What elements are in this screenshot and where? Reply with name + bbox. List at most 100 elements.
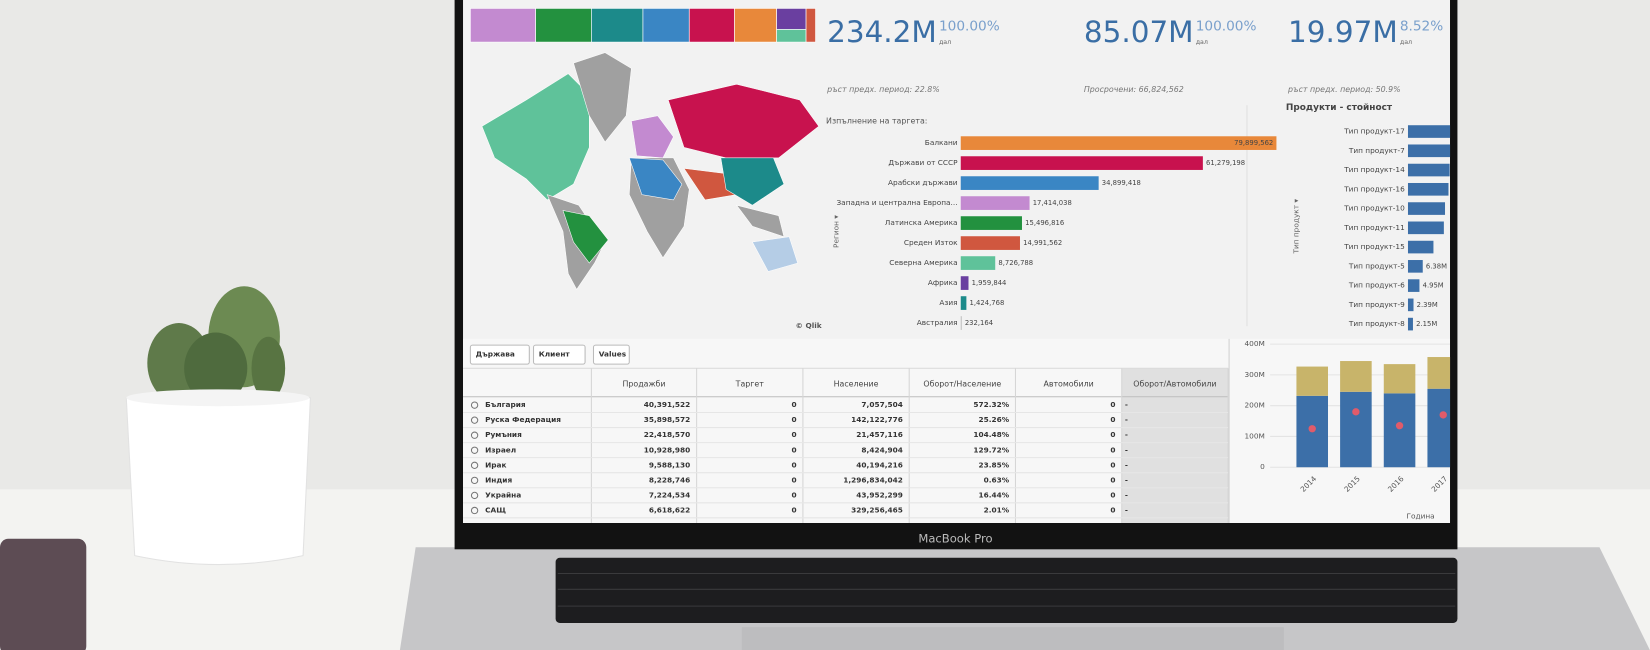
row-name: Украйна [485, 490, 521, 499]
row-name: България [485, 400, 526, 409]
expand-icon[interactable] [470, 491, 479, 500]
expand-icon[interactable] [470, 446, 479, 454]
bar-segment [1427, 357, 1451, 389]
category-label: Държави от СССР [888, 158, 958, 167]
bar [960, 236, 1020, 250]
kpi-value: 19.97M [1288, 15, 1398, 49]
pot [125, 397, 311, 566]
cell: - [1125, 400, 1128, 409]
value-label: 2.39M [1417, 301, 1438, 309]
kpi-note: ръст предх. период: 22.8% [826, 85, 940, 94]
cell: 0.63% [984, 475, 1010, 484]
cell: 25.26% [978, 415, 1009, 424]
filter-button[interactable] [469, 344, 530, 365]
row-name: Индия [485, 475, 512, 484]
cactus [147, 286, 286, 405]
cell: 8,228,746 [649, 475, 690, 484]
filter-button-label: Values [599, 350, 627, 359]
cell: 142,122,776 [851, 415, 903, 424]
kpi-value: 234.2M [827, 15, 937, 49]
filter-button[interactable] [532, 344, 586, 365]
bar-segment [1427, 388, 1451, 468]
axis-label: Регион ▾ [832, 215, 841, 248]
category-label: Тип продукт-11 [1343, 223, 1405, 232]
bar [1407, 125, 1451, 138]
cell: 0 [1110, 400, 1115, 409]
column-header: Продажби [622, 380, 665, 389]
cell: 22,418,570 [644, 430, 691, 439]
filter-button-label: Клиент [539, 350, 571, 359]
category-label: Азия [939, 298, 957, 307]
category-label: Северна Америка [889, 258, 957, 267]
bar-segment [1340, 391, 1372, 468]
y-tick-label: 0 [1260, 462, 1265, 471]
expand-icon[interactable] [470, 461, 479, 470]
row-name: Руска Федерация [485, 415, 561, 424]
category-label: Тип продукт-5 [1348, 261, 1405, 270]
pot-rim [126, 389, 310, 407]
tablet-edge [0, 538, 87, 650]
treemap [470, 8, 816, 43]
cell: 0 [1110, 415, 1115, 424]
filter-button[interactable] [592, 344, 630, 365]
point [1395, 421, 1404, 430]
column-header: Автомобили [1043, 380, 1093, 389]
bar [960, 276, 969, 290]
value-label: 34,899,418 [1102, 179, 1141, 187]
chart-title: Изпълнение на таргета: [826, 117, 927, 126]
cell: - [1125, 505, 1128, 514]
cell: 6,618,622 [649, 505, 690, 514]
world-map [481, 52, 820, 290]
bar [1407, 182, 1449, 196]
cell: - [1125, 490, 1128, 499]
category-label: Арабски държави [888, 178, 958, 187]
expand-icon[interactable] [470, 401, 479, 409]
cell: - [1125, 475, 1128, 484]
category-label: Тип продукт-16 [1343, 184, 1405, 193]
category-label: Тип продукт-9 [1348, 300, 1405, 309]
cell: 0 [791, 445, 796, 454]
kpi-percent: 100.00% [1196, 18, 1257, 34]
kpi-unit: дал [1400, 39, 1412, 46]
expand-icon[interactable] [470, 476, 479, 485]
value-label: 2.15M [1416, 320, 1437, 328]
point [1308, 425, 1316, 433]
cell: - [1125, 415, 1128, 424]
table-grid [463, 367, 1229, 523]
bottom-panel [463, 338, 1451, 523]
cell: 0 [1110, 475, 1115, 484]
cell: 0 [1110, 430, 1115, 439]
value-label: 232,164 [965, 319, 993, 327]
cell: 0 [791, 400, 796, 409]
category-label: Австралия [917, 318, 958, 327]
value-label: 15,496,816 [1025, 219, 1064, 227]
cell: 0 [791, 430, 796, 439]
cell: 0 [791, 460, 796, 469]
bar [960, 296, 967, 310]
kpi-percent: 8.52% [1400, 18, 1443, 34]
y-tick-label: 100M [1244, 431, 1264, 440]
expand-icon[interactable] [470, 506, 479, 515]
cell: 0 [1110, 460, 1115, 469]
bar [1407, 260, 1423, 273]
cell: 329,256,465 [851, 505, 903, 514]
cell: 572.32% [973, 400, 1009, 409]
axis-label: Тип продукт ▾ [1291, 199, 1300, 255]
value-label: 6.38M [1426, 262, 1447, 270]
cell: 0 [791, 475, 796, 484]
cell: 0 [1110, 505, 1115, 514]
bar [1407, 221, 1444, 235]
kpi-note: Просрочени: 66,824,562 [1084, 85, 1184, 94]
bar [960, 156, 1203, 170]
expand-icon[interactable] [470, 431, 479, 439]
value-label: 8,726,788 [998, 259, 1033, 267]
bar-segment [1383, 393, 1416, 468]
cell: 129.72% [973, 445, 1009, 454]
column-header: Население [834, 380, 879, 389]
row-name: Румъния [485, 430, 522, 439]
expand-icon[interactable] [470, 416, 479, 424]
point [1352, 408, 1360, 416]
cell: 104.48% [973, 430, 1009, 439]
cell: 16.44% [978, 490, 1009, 499]
